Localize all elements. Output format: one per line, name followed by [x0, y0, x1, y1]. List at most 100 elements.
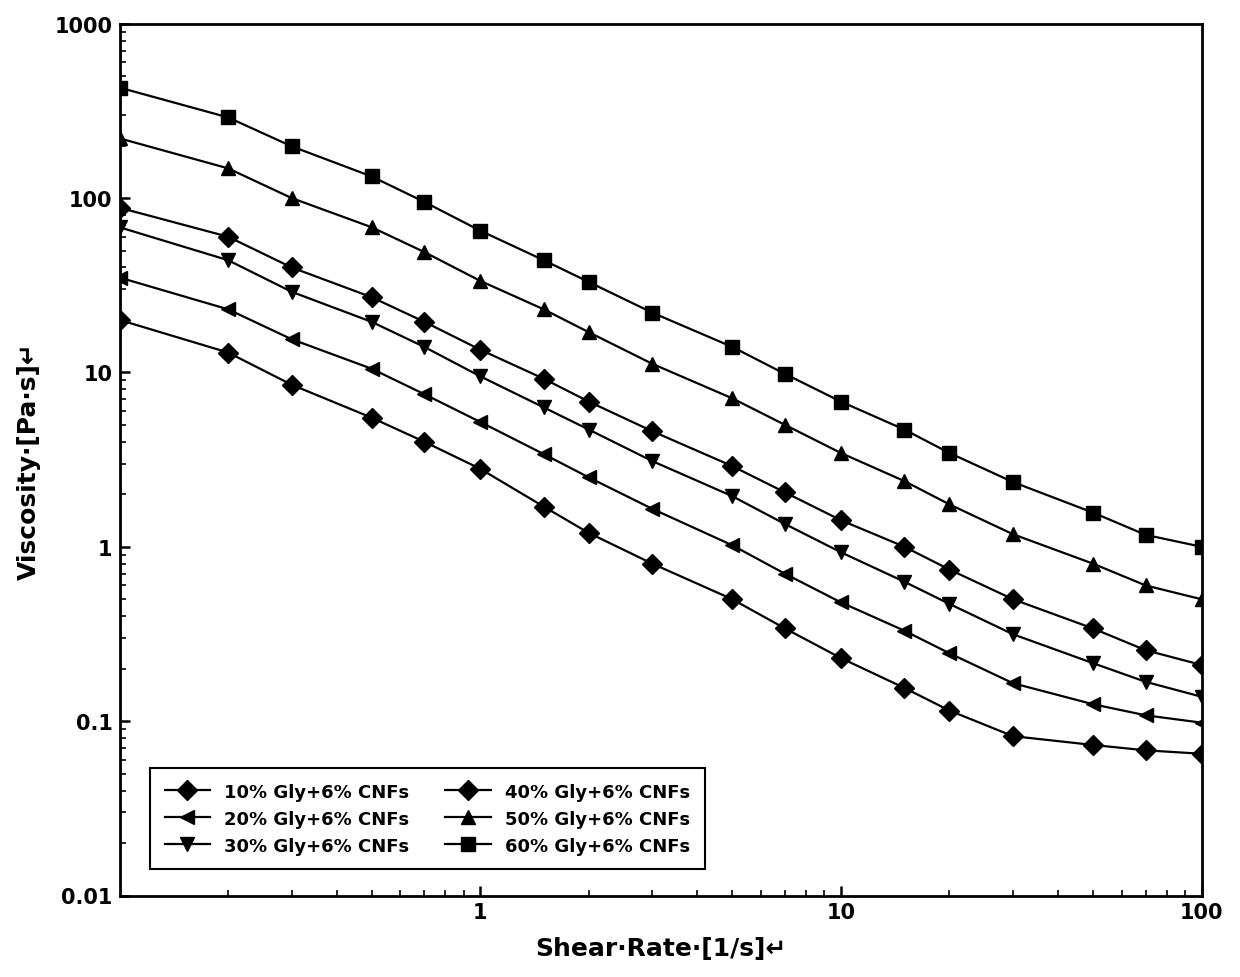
10% Gly+6% CNFs [1138, 744, 1153, 756]
60% Gly+6% CNFs [1138, 530, 1153, 541]
30% Gly+6% CNFs [897, 576, 911, 588]
30% Gly+6% CNFs [221, 255, 236, 267]
60% Gly+6% CNFs [725, 342, 740, 354]
10% Gly+6% CNFs [725, 594, 740, 606]
10% Gly+6% CNFs [897, 682, 911, 694]
10% Gly+6% CNFs [472, 463, 487, 475]
50% Gly+6% CNFs [1138, 580, 1153, 592]
50% Gly+6% CNFs [536, 304, 551, 316]
60% Gly+6% CNFs [833, 397, 848, 408]
10% Gly+6% CNFs [582, 528, 596, 539]
30% Gly+6% CNFs [1194, 691, 1209, 702]
40% Gly+6% CNFs [472, 345, 487, 357]
10% Gly+6% CNFs [365, 412, 379, 424]
50% Gly+6% CNFs [897, 476, 911, 488]
10% Gly+6% CNFs [942, 705, 957, 717]
50% Gly+6% CNFs [645, 359, 660, 370]
10% Gly+6% CNFs [1006, 731, 1021, 743]
30% Gly+6% CNFs [1006, 629, 1021, 641]
30% Gly+6% CNFs [112, 222, 126, 234]
60% Gly+6% CNFs [645, 308, 660, 319]
Line: 20% Gly+6% CNFs: 20% Gly+6% CNFs [113, 272, 1209, 730]
60% Gly+6% CNFs [942, 447, 957, 459]
20% Gly+6% CNFs [725, 540, 740, 552]
20% Gly+6% CNFs [1006, 678, 1021, 690]
50% Gly+6% CNFs [1006, 529, 1021, 540]
10% Gly+6% CNFs [417, 437, 432, 448]
40% Gly+6% CNFs [777, 488, 792, 499]
30% Gly+6% CNFs [472, 371, 487, 383]
30% Gly+6% CNFs [365, 317, 379, 328]
30% Gly+6% CNFs [1085, 658, 1100, 669]
20% Gly+6% CNFs [472, 416, 487, 428]
30% Gly+6% CNFs [833, 547, 848, 559]
10% Gly+6% CNFs [221, 347, 236, 359]
60% Gly+6% CNFs [536, 255, 551, 267]
Legend: 10% Gly+6% CNFs, 20% Gly+6% CNFs, 30% Gly+6% CNFs, 40% Gly+6% CNFs, 50% Gly+6% C: 10% Gly+6% CNFs, 20% Gly+6% CNFs, 30% Gl… [150, 768, 704, 870]
30% Gly+6% CNFs [725, 490, 740, 502]
60% Gly+6% CNFs [417, 196, 432, 208]
60% Gly+6% CNFs [1006, 477, 1021, 488]
40% Gly+6% CNFs [1138, 645, 1153, 657]
40% Gly+6% CNFs [1194, 659, 1209, 671]
60% Gly+6% CNFs [221, 112, 236, 124]
40% Gly+6% CNFs [725, 461, 740, 473]
30% Gly+6% CNFs [536, 403, 551, 414]
Line: 30% Gly+6% CNFs: 30% Gly+6% CNFs [113, 221, 1209, 704]
20% Gly+6% CNFs [1138, 709, 1153, 721]
60% Gly+6% CNFs [1085, 507, 1100, 519]
40% Gly+6% CNFs [417, 317, 432, 328]
Line: 60% Gly+6% CNFs: 60% Gly+6% CNFs [113, 81, 1209, 554]
Y-axis label: Viscosity·[Pa·s]↵: Viscosity·[Pa·s]↵ [16, 341, 41, 579]
60% Gly+6% CNFs [582, 276, 596, 288]
50% Gly+6% CNFs [472, 276, 487, 287]
50% Gly+6% CNFs [112, 133, 126, 145]
20% Gly+6% CNFs [417, 389, 432, 401]
30% Gly+6% CNFs [1138, 676, 1153, 688]
40% Gly+6% CNFs [221, 232, 236, 243]
60% Gly+6% CNFs [112, 83, 126, 95]
30% Gly+6% CNFs [645, 455, 660, 467]
40% Gly+6% CNFs [112, 202, 126, 214]
20% Gly+6% CNFs [833, 597, 848, 609]
50% Gly+6% CNFs [284, 193, 299, 205]
50% Gly+6% CNFs [365, 222, 379, 234]
20% Gly+6% CNFs [582, 472, 596, 484]
20% Gly+6% CNFs [1194, 717, 1209, 729]
10% Gly+6% CNFs [833, 653, 848, 664]
20% Gly+6% CNFs [365, 363, 379, 375]
20% Gly+6% CNFs [221, 304, 236, 316]
40% Gly+6% CNFs [942, 564, 957, 575]
20% Gly+6% CNFs [112, 273, 126, 284]
60% Gly+6% CNFs [365, 171, 379, 183]
40% Gly+6% CNFs [284, 262, 299, 274]
40% Gly+6% CNFs [365, 292, 379, 304]
40% Gly+6% CNFs [645, 426, 660, 438]
X-axis label: Shear·Rate·[1/s]↵: Shear·Rate·[1/s]↵ [534, 936, 786, 960]
10% Gly+6% CNFs [112, 315, 126, 326]
40% Gly+6% CNFs [1006, 594, 1021, 606]
Line: 40% Gly+6% CNFs: 40% Gly+6% CNFs [113, 201, 1209, 672]
10% Gly+6% CNFs [536, 501, 551, 513]
20% Gly+6% CNFs [284, 334, 299, 346]
10% Gly+6% CNFs [777, 623, 792, 635]
10% Gly+6% CNFs [1085, 740, 1100, 751]
50% Gly+6% CNFs [582, 327, 596, 339]
60% Gly+6% CNFs [1194, 541, 1209, 553]
20% Gly+6% CNFs [1085, 699, 1100, 710]
30% Gly+6% CNFs [417, 342, 432, 354]
50% Gly+6% CNFs [942, 499, 957, 511]
10% Gly+6% CNFs [284, 379, 299, 391]
40% Gly+6% CNFs [833, 515, 848, 527]
60% Gly+6% CNFs [472, 226, 487, 237]
50% Gly+6% CNFs [777, 419, 792, 431]
50% Gly+6% CNFs [1085, 558, 1100, 570]
40% Gly+6% CNFs [536, 373, 551, 385]
60% Gly+6% CNFs [777, 368, 792, 380]
20% Gly+6% CNFs [536, 448, 551, 460]
Line: 10% Gly+6% CNFs: 10% Gly+6% CNFs [113, 314, 1209, 761]
50% Gly+6% CNFs [417, 247, 432, 259]
50% Gly+6% CNFs [221, 163, 236, 175]
50% Gly+6% CNFs [833, 447, 848, 459]
30% Gly+6% CNFs [582, 424, 596, 436]
